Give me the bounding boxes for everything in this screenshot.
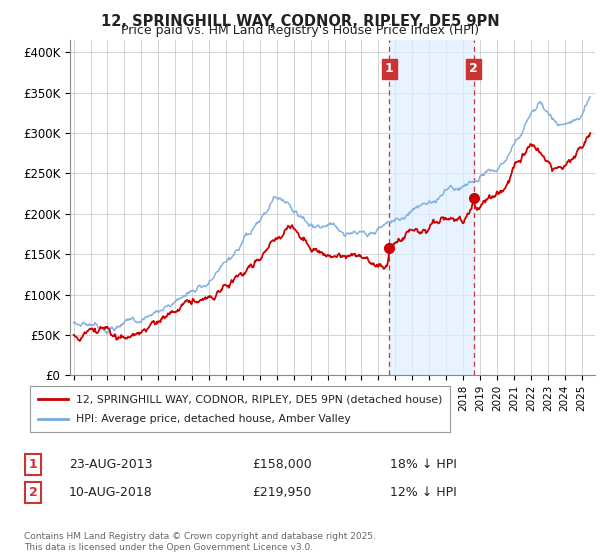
Text: 18% ↓ HPI: 18% ↓ HPI xyxy=(390,458,457,472)
Text: 12, SPRINGHILL WAY, CODNOR, RIPLEY, DE5 9PN (detached house): 12, SPRINGHILL WAY, CODNOR, RIPLEY, DE5 … xyxy=(76,394,443,404)
Text: 12, SPRINGHILL WAY, CODNOR, RIPLEY, DE5 9PN: 12, SPRINGHILL WAY, CODNOR, RIPLEY, DE5 … xyxy=(101,14,499,29)
Text: Price paid vs. HM Land Registry's House Price Index (HPI): Price paid vs. HM Land Registry's House … xyxy=(121,24,479,37)
Text: HPI: Average price, detached house, Amber Valley: HPI: Average price, detached house, Ambe… xyxy=(76,414,351,424)
Text: Contains HM Land Registry data © Crown copyright and database right 2025.
This d: Contains HM Land Registry data © Crown c… xyxy=(24,532,376,552)
Text: £158,000: £158,000 xyxy=(252,458,312,472)
Text: 2: 2 xyxy=(29,486,37,500)
Text: 1: 1 xyxy=(385,62,394,75)
Text: 23-AUG-2013: 23-AUG-2013 xyxy=(69,458,152,472)
Text: 10-AUG-2018: 10-AUG-2018 xyxy=(69,486,153,500)
Text: 12% ↓ HPI: 12% ↓ HPI xyxy=(390,486,457,500)
Text: 2: 2 xyxy=(469,62,478,75)
Text: 1: 1 xyxy=(29,458,37,472)
Text: £219,950: £219,950 xyxy=(252,486,311,500)
